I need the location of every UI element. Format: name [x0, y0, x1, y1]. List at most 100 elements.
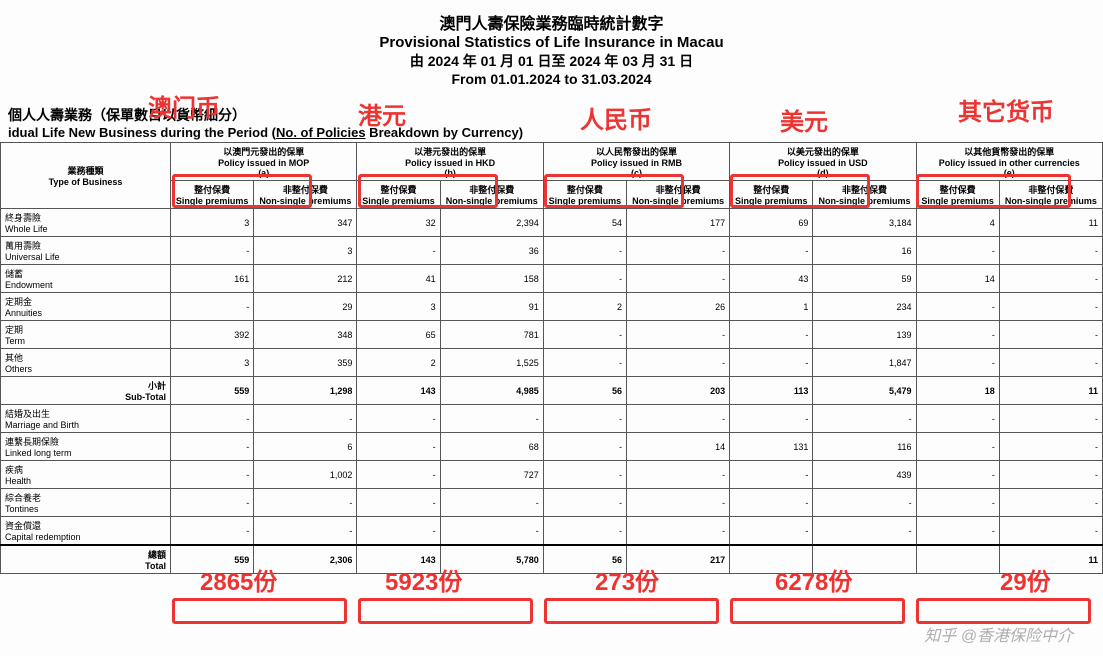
cell: 11 [999, 545, 1102, 574]
cell: 439 [813, 461, 916, 489]
cell: 29 [254, 293, 357, 321]
cell: 139 [813, 321, 916, 349]
table-row: 小計Sub-Total5591,2981434,985562031135,479… [1, 377, 1103, 405]
cell: - [627, 265, 730, 293]
row-label: 連繫長期保險Linked long term [1, 433, 171, 461]
cell: 5,780 [440, 545, 543, 574]
row-label: 總額Total [1, 545, 171, 574]
row-label: 小計Sub-Total [1, 377, 171, 405]
cell: - [627, 489, 730, 517]
cell: - [171, 489, 254, 517]
row-label: 結婚及出生Marriage and Birth [1, 405, 171, 433]
cell: 56 [543, 545, 626, 574]
cell: 161 [171, 265, 254, 293]
col-currency-3: 以美元發出的保單Policy issued in USD(d) [730, 143, 916, 181]
cell: 4 [916, 209, 999, 237]
report-header: 澳門人壽保險業務臨時統計數字 Provisional Statistics of… [0, 0, 1103, 87]
cell: 54 [543, 209, 626, 237]
cell: 41 [357, 265, 440, 293]
cell: - [730, 461, 813, 489]
cell: - [543, 237, 626, 265]
cell: 69 [730, 209, 813, 237]
subheader-en: idual Life New Business during the Perio… [8, 125, 1103, 140]
table-body: 終身壽險Whole Life3347322,39454177693,184411… [1, 209, 1103, 574]
table-row: 疾病Health-1,002-727---439-- [1, 461, 1103, 489]
section-subheader: 個人人壽業務（保單數目以貨幣細分） idual Life New Busines… [0, 105, 1103, 140]
cell: - [543, 489, 626, 517]
cell: - [171, 433, 254, 461]
cell: 3 [171, 209, 254, 237]
table-row: 總額Total5592,3061435,7805621711 [1, 545, 1103, 574]
table-row: 萬用壽險Universal Life-3-36---16-- [1, 237, 1103, 265]
cell: 43 [730, 265, 813, 293]
col-single: 整付保費Single premiums [730, 181, 813, 209]
cell: - [999, 349, 1102, 377]
cell: - [813, 405, 916, 433]
cell: - [440, 405, 543, 433]
col-currency-0: 以澳門元發出的保單Policy issued in MOP(a) [171, 143, 357, 181]
cell: 16 [813, 237, 916, 265]
row-label: 其他Others [1, 349, 171, 377]
cell: 1,002 [254, 461, 357, 489]
title-cn: 澳門人壽保險業務臨時統計數字 [0, 10, 1103, 34]
cell: 1,525 [440, 349, 543, 377]
cell: - [543, 461, 626, 489]
cell: - [171, 293, 254, 321]
cell: - [627, 405, 730, 433]
cell: - [357, 517, 440, 546]
cell: 559 [171, 545, 254, 574]
cell: - [627, 517, 730, 546]
cell: - [171, 517, 254, 546]
col-nonsingle: 非整付保費Non-single premiums [813, 181, 916, 209]
table-row: 綜合養老Tontines---------- [1, 489, 1103, 517]
table-row: 終身壽險Whole Life3347322,39454177693,184411 [1, 209, 1103, 237]
col-nonsingle: 非整付保費Non-single premiums [627, 181, 730, 209]
cell: 2,306 [254, 545, 357, 574]
table-row: 資金償還Capital redemption---------- [1, 517, 1103, 546]
cell: - [357, 433, 440, 461]
cell: 56 [543, 377, 626, 405]
cell: - [357, 489, 440, 517]
cell: 68 [440, 433, 543, 461]
col-currency-2: 以人民幣發出的保單Policy issued in RMB(c) [543, 143, 729, 181]
cell: 113 [730, 377, 813, 405]
col-single: 整付保費Single premiums [543, 181, 626, 209]
col-currency-4: 以其他貨幣發出的保單Policy issued in other currenc… [916, 143, 1102, 181]
cell: 91 [440, 293, 543, 321]
cell: - [730, 517, 813, 546]
cell: 217 [627, 545, 730, 574]
cell: - [627, 237, 730, 265]
cell: - [999, 461, 1102, 489]
cell: - [543, 517, 626, 546]
cell: - [543, 265, 626, 293]
cell: - [357, 237, 440, 265]
cell: 4,985 [440, 377, 543, 405]
row-label: 疾病Health [1, 461, 171, 489]
cell: - [730, 237, 813, 265]
box-total-oth [916, 598, 1091, 624]
cell: 14 [627, 433, 730, 461]
title-en: Provisional Statistics of Life Insurance… [0, 34, 1103, 51]
cell: 18 [916, 377, 999, 405]
period-cn: 由 2024 年 01 月 01 日至 2024 年 03 月 31 日 [0, 51, 1103, 71]
cell: 11 [999, 377, 1102, 405]
col-nonsingle: 非整付保費Non-single premiums [999, 181, 1102, 209]
cell: 131 [730, 433, 813, 461]
cell: - [916, 237, 999, 265]
cell: - [627, 461, 730, 489]
row-label: 萬用壽險Universal Life [1, 237, 171, 265]
cell: 392 [171, 321, 254, 349]
cell: 59 [813, 265, 916, 293]
cell: 347 [254, 209, 357, 237]
cell: 36 [440, 237, 543, 265]
cell: 234 [813, 293, 916, 321]
cell: - [440, 517, 543, 546]
table-head: 業務種類Type of Business以澳門元發出的保單Policy issu… [1, 143, 1103, 209]
cell: 143 [357, 377, 440, 405]
box-total-rmb [544, 598, 719, 624]
cell: - [254, 405, 357, 433]
cell: - [254, 489, 357, 517]
subheader-cn: 個人人壽業務（保單數目以貨幣細分） [8, 105, 1103, 125]
cell: - [916, 433, 999, 461]
cell [813, 545, 916, 574]
